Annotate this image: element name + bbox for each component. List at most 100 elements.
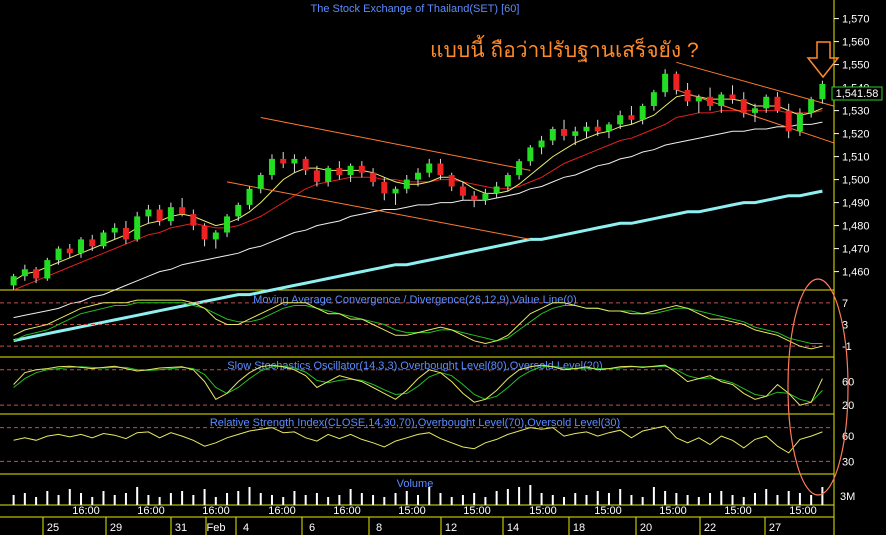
candle-body: [819, 83, 826, 100]
volume-bar: [158, 497, 161, 505]
date-label: 12: [445, 522, 457, 534]
volume-bar: [495, 491, 498, 505]
time-tick-label: 16:00: [268, 505, 296, 517]
candle-body: [516, 161, 523, 175]
candle-body: [639, 106, 646, 120]
price-tick-label: 1,480: [842, 221, 870, 233]
candle-body: [594, 126, 601, 132]
volume-bar: [709, 493, 712, 505]
candle-body: [527, 147, 534, 162]
date-label: 31: [175, 522, 187, 534]
volume-bar: [798, 493, 801, 505]
time-tick-label: 15:00: [463, 505, 491, 517]
volume-bar: [664, 491, 667, 505]
candle-body: [504, 175, 511, 187]
volume-bar: [282, 497, 285, 505]
volume-bar: [697, 497, 700, 505]
trend-channel-line: [226, 181, 531, 240]
volume-bar: [35, 497, 38, 505]
candle-body: [336, 168, 343, 175]
candle-body: [740, 99, 747, 113]
volume-bar: [585, 495, 588, 505]
candle-body: [808, 99, 815, 113]
candle-body: [538, 140, 545, 148]
volume-bar: [237, 491, 240, 505]
candle-body: [415, 172, 421, 180]
candle-body: [44, 260, 51, 279]
candle-body: [33, 269, 40, 279]
time-tick-label: 16:00: [72, 505, 100, 517]
indicator-title: Slow Stochastics Oscillator(14,3,3),Over…: [227, 360, 602, 372]
volume-bar: [327, 497, 330, 505]
candle-body: [774, 96, 781, 111]
candle-body: [89, 239, 96, 247]
trend-moving-average: [13, 189, 823, 343]
volume-bar: [203, 489, 206, 505]
candle-body: [482, 193, 489, 201]
date-label: 27: [769, 522, 781, 534]
volume-bar: [12, 495, 15, 505]
trend-channel-line: [260, 117, 531, 171]
volume-bar: [787, 491, 790, 505]
candle-body: [257, 175, 264, 189]
candle-body: [111, 227, 118, 233]
volume-label: Volume: [397, 478, 434, 490]
candle-body: [145, 209, 152, 217]
time-tick-label: 15:00: [659, 505, 687, 517]
volume-bar: [439, 493, 442, 505]
volume-bar: [630, 495, 633, 505]
date-label: 8: [376, 522, 382, 534]
volume-bar: [720, 491, 723, 505]
price-tick-label: 1,570: [842, 14, 870, 26]
candle-body: [448, 175, 455, 187]
candle-body: [122, 227, 129, 240]
volume-bar: [248, 487, 251, 505]
volume-bar: [270, 495, 273, 505]
candle-body: [628, 115, 635, 120]
last-price-tag: 1,541.58: [831, 86, 883, 101]
time-tick-label: 15:00: [594, 505, 622, 517]
candle-body: [605, 124, 612, 132]
candle-body: [729, 94, 736, 100]
candle-body: [302, 158, 309, 171]
candle-body: [549, 129, 556, 141]
time-tick-label: 15:00: [398, 505, 426, 517]
candle-body: [381, 181, 388, 194]
volume-bar: [810, 495, 813, 505]
candle-body: [707, 96, 714, 106]
candle-body: [751, 108, 758, 113]
price-tick-label: 1,510: [842, 152, 870, 164]
candle-body: [280, 158, 287, 164]
volume-bar: [113, 495, 116, 505]
candle-body: [347, 165, 354, 175]
candle-body: [684, 89, 691, 102]
candle-body: [673, 73, 680, 90]
candle-body: [100, 232, 107, 247]
candle-body: [358, 165, 365, 173]
candle-body: [796, 112, 803, 132]
volume-bar: [360, 493, 363, 505]
price-tick-label: 1,560: [842, 37, 870, 49]
volume-bar: [461, 495, 464, 505]
last-price-label: 1,541.58: [836, 88, 879, 100]
indicator-title: Relative Strength Index(CLOSE,14,30,70),…: [210, 417, 620, 429]
volume-bar: [293, 491, 296, 505]
candle-body: [179, 207, 186, 215]
date-label: 29: [110, 522, 122, 534]
time-tick-label: 16:00: [333, 505, 361, 517]
volume-bar: [23, 493, 26, 505]
candle-body: [313, 170, 320, 182]
candle-body: [572, 131, 579, 136]
volume-bar: [731, 495, 734, 505]
volume-bar: [147, 495, 150, 505]
date-label: 14: [507, 522, 519, 534]
time-tick-label: 16:00: [202, 505, 230, 517]
time-tick-label: 15:00: [529, 505, 557, 517]
indicator-signal-line: [13, 365, 823, 403]
volume-bar: [46, 491, 49, 505]
price-tick-label: 1,550: [842, 60, 870, 72]
volume-bar: [124, 493, 127, 505]
volume-bar: [776, 495, 779, 505]
volume-bar: [450, 497, 453, 505]
volume-bar: [753, 493, 756, 505]
